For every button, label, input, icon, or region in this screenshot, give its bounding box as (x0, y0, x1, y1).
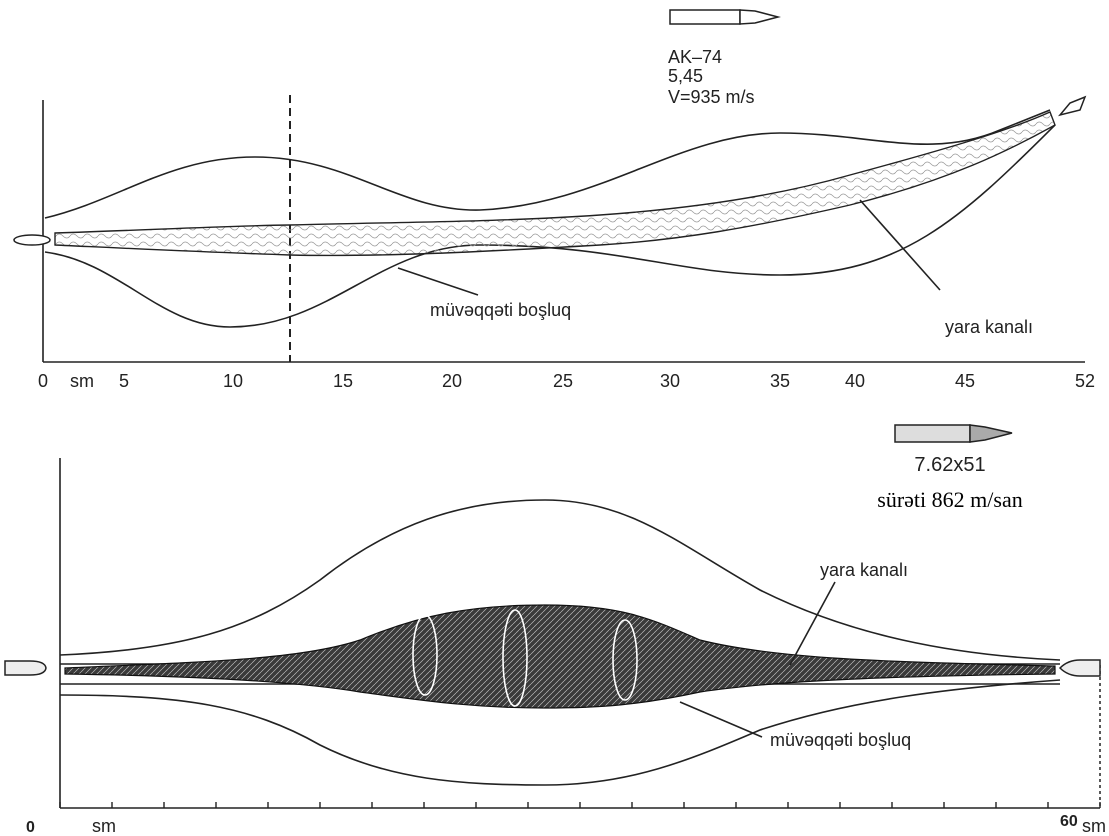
axis-end: 60 (1060, 813, 1078, 830)
cavity-upper (44, 109, 1051, 219)
axis-unit: sm (92, 816, 116, 836)
axis-start: 0 (26, 819, 35, 836)
ticks (59, 802, 1101, 808)
channel-label: yara kanalı (820, 560, 908, 580)
axis-label: 40 (845, 371, 865, 391)
velocity: sürəti 862 m/san (877, 487, 1022, 512)
bullet (1057, 95, 1087, 117)
leader-line (679, 701, 763, 738)
leader-line (859, 199, 941, 291)
axis-label: 25 (553, 371, 573, 391)
bottom-diagram: 7.62x51 sürəti 862 m/san yara kanalı müv… (4, 424, 1106, 836)
axis-label: 5 (119, 371, 129, 391)
cavity-label: müvəqqəti boşluq (430, 300, 571, 320)
axis-unit: sm (1082, 816, 1106, 836)
velocity: V=935 m/s (668, 87, 755, 107)
wound-channel (64, 604, 1056, 709)
cartridge-name: AK–74 (668, 47, 722, 67)
cavity-label: müvəqqəti boşluq (770, 730, 911, 750)
axis-label: 20 (442, 371, 462, 391)
axis-label: 0 (38, 371, 48, 391)
bullet (1058, 659, 1101, 677)
top-diagram: AK–74 5,45 V=935 m/s müvəqqəti boşluq ya… (13, 9, 1095, 391)
axis-label: 52 (1075, 371, 1095, 391)
axis-label: 45 (955, 371, 975, 391)
axis-label: 15 (333, 371, 353, 391)
cavity-lower (59, 679, 1061, 786)
axis-label: 35 (770, 371, 790, 391)
cavity-upper (59, 499, 1061, 661)
bullet (13, 234, 51, 246)
leader-line (789, 581, 836, 666)
channel-striations (412, 609, 638, 707)
cartridge-icon (669, 9, 781, 25)
bullet (4, 660, 47, 676)
channel-label: yara kanalı (945, 317, 1033, 337)
axis-label: 10 (223, 371, 243, 391)
leader-line (397, 267, 479, 296)
axis-label: 30 (660, 371, 680, 391)
cartridge-icon (894, 424, 1013, 443)
axis-label: sm (70, 371, 94, 391)
axis-labels: 0 sm 5 10 15 20 25 30 35 40 45 52 (38, 371, 1095, 391)
caliber: 5,45 (668, 66, 703, 86)
wound-channel (54, 111, 1056, 257)
cartridge-name: 7.62x51 (914, 454, 985, 476)
